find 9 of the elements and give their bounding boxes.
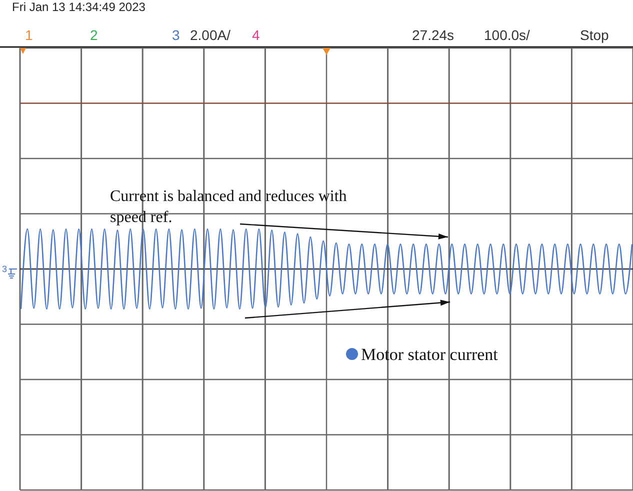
text: 27.24s [412,27,454,43]
text: 4 [252,27,260,43]
text: 1 [25,27,33,43]
text: 2 [90,27,98,43]
text: 100.0s/ [484,27,530,43]
text: 2.00A/ [190,27,231,43]
text: 3 [172,27,180,43]
text: Fri Jan 13 14:34:49 2023 [12,0,146,14]
text: Stop [580,27,610,43]
